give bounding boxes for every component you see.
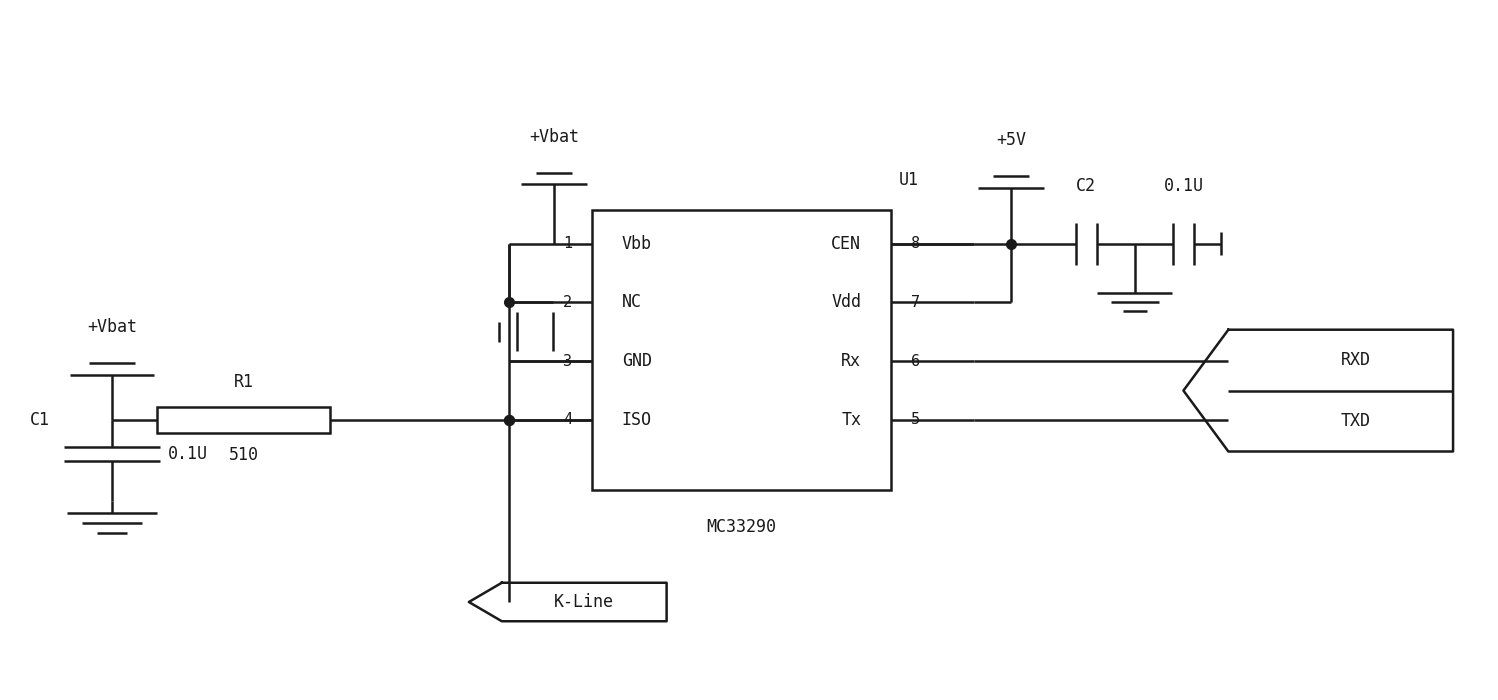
Text: 7: 7 [911,295,920,310]
Text: +Vbat: +Vbat [87,318,138,336]
Text: Vbb: Vbb [622,234,652,253]
Text: 2: 2 [563,295,572,310]
Text: 4: 4 [563,412,572,428]
Text: Vdd: Vdd [831,293,861,312]
Text: Rx: Rx [842,352,861,370]
Text: 510: 510 [228,446,259,464]
Text: C2: C2 [1076,176,1097,195]
Text: NC: NC [622,293,641,312]
Bar [157,407,330,433]
Text: CEN: CEN [831,234,861,253]
Text: RXD: RXD [1341,351,1371,369]
Text: Tx: Tx [842,411,861,429]
Text: 6: 6 [911,354,920,369]
Text: 3: 3 [563,354,572,369]
Text: U1: U1 [899,171,918,189]
Text: C1: C1 [30,411,49,429]
Text: +5V: +5V [996,131,1026,149]
Text: GND: GND [622,352,652,370]
Text: TXD: TXD [1341,412,1371,430]
Text: K-Line: K-Line [554,593,614,611]
Text: 1: 1 [563,236,572,251]
Text: MC33290: MC33290 [707,518,776,536]
Text: ISO: ISO [622,411,652,429]
Text: +Vbat: +Vbat [529,127,580,146]
Text: 0.1U: 0.1U [1164,176,1203,195]
Bar [592,210,891,490]
Text: 0.1U: 0.1U [168,444,208,463]
Text: 8: 8 [911,236,920,251]
Text: 5: 5 [911,412,920,428]
Text: R1: R1 [234,373,253,391]
